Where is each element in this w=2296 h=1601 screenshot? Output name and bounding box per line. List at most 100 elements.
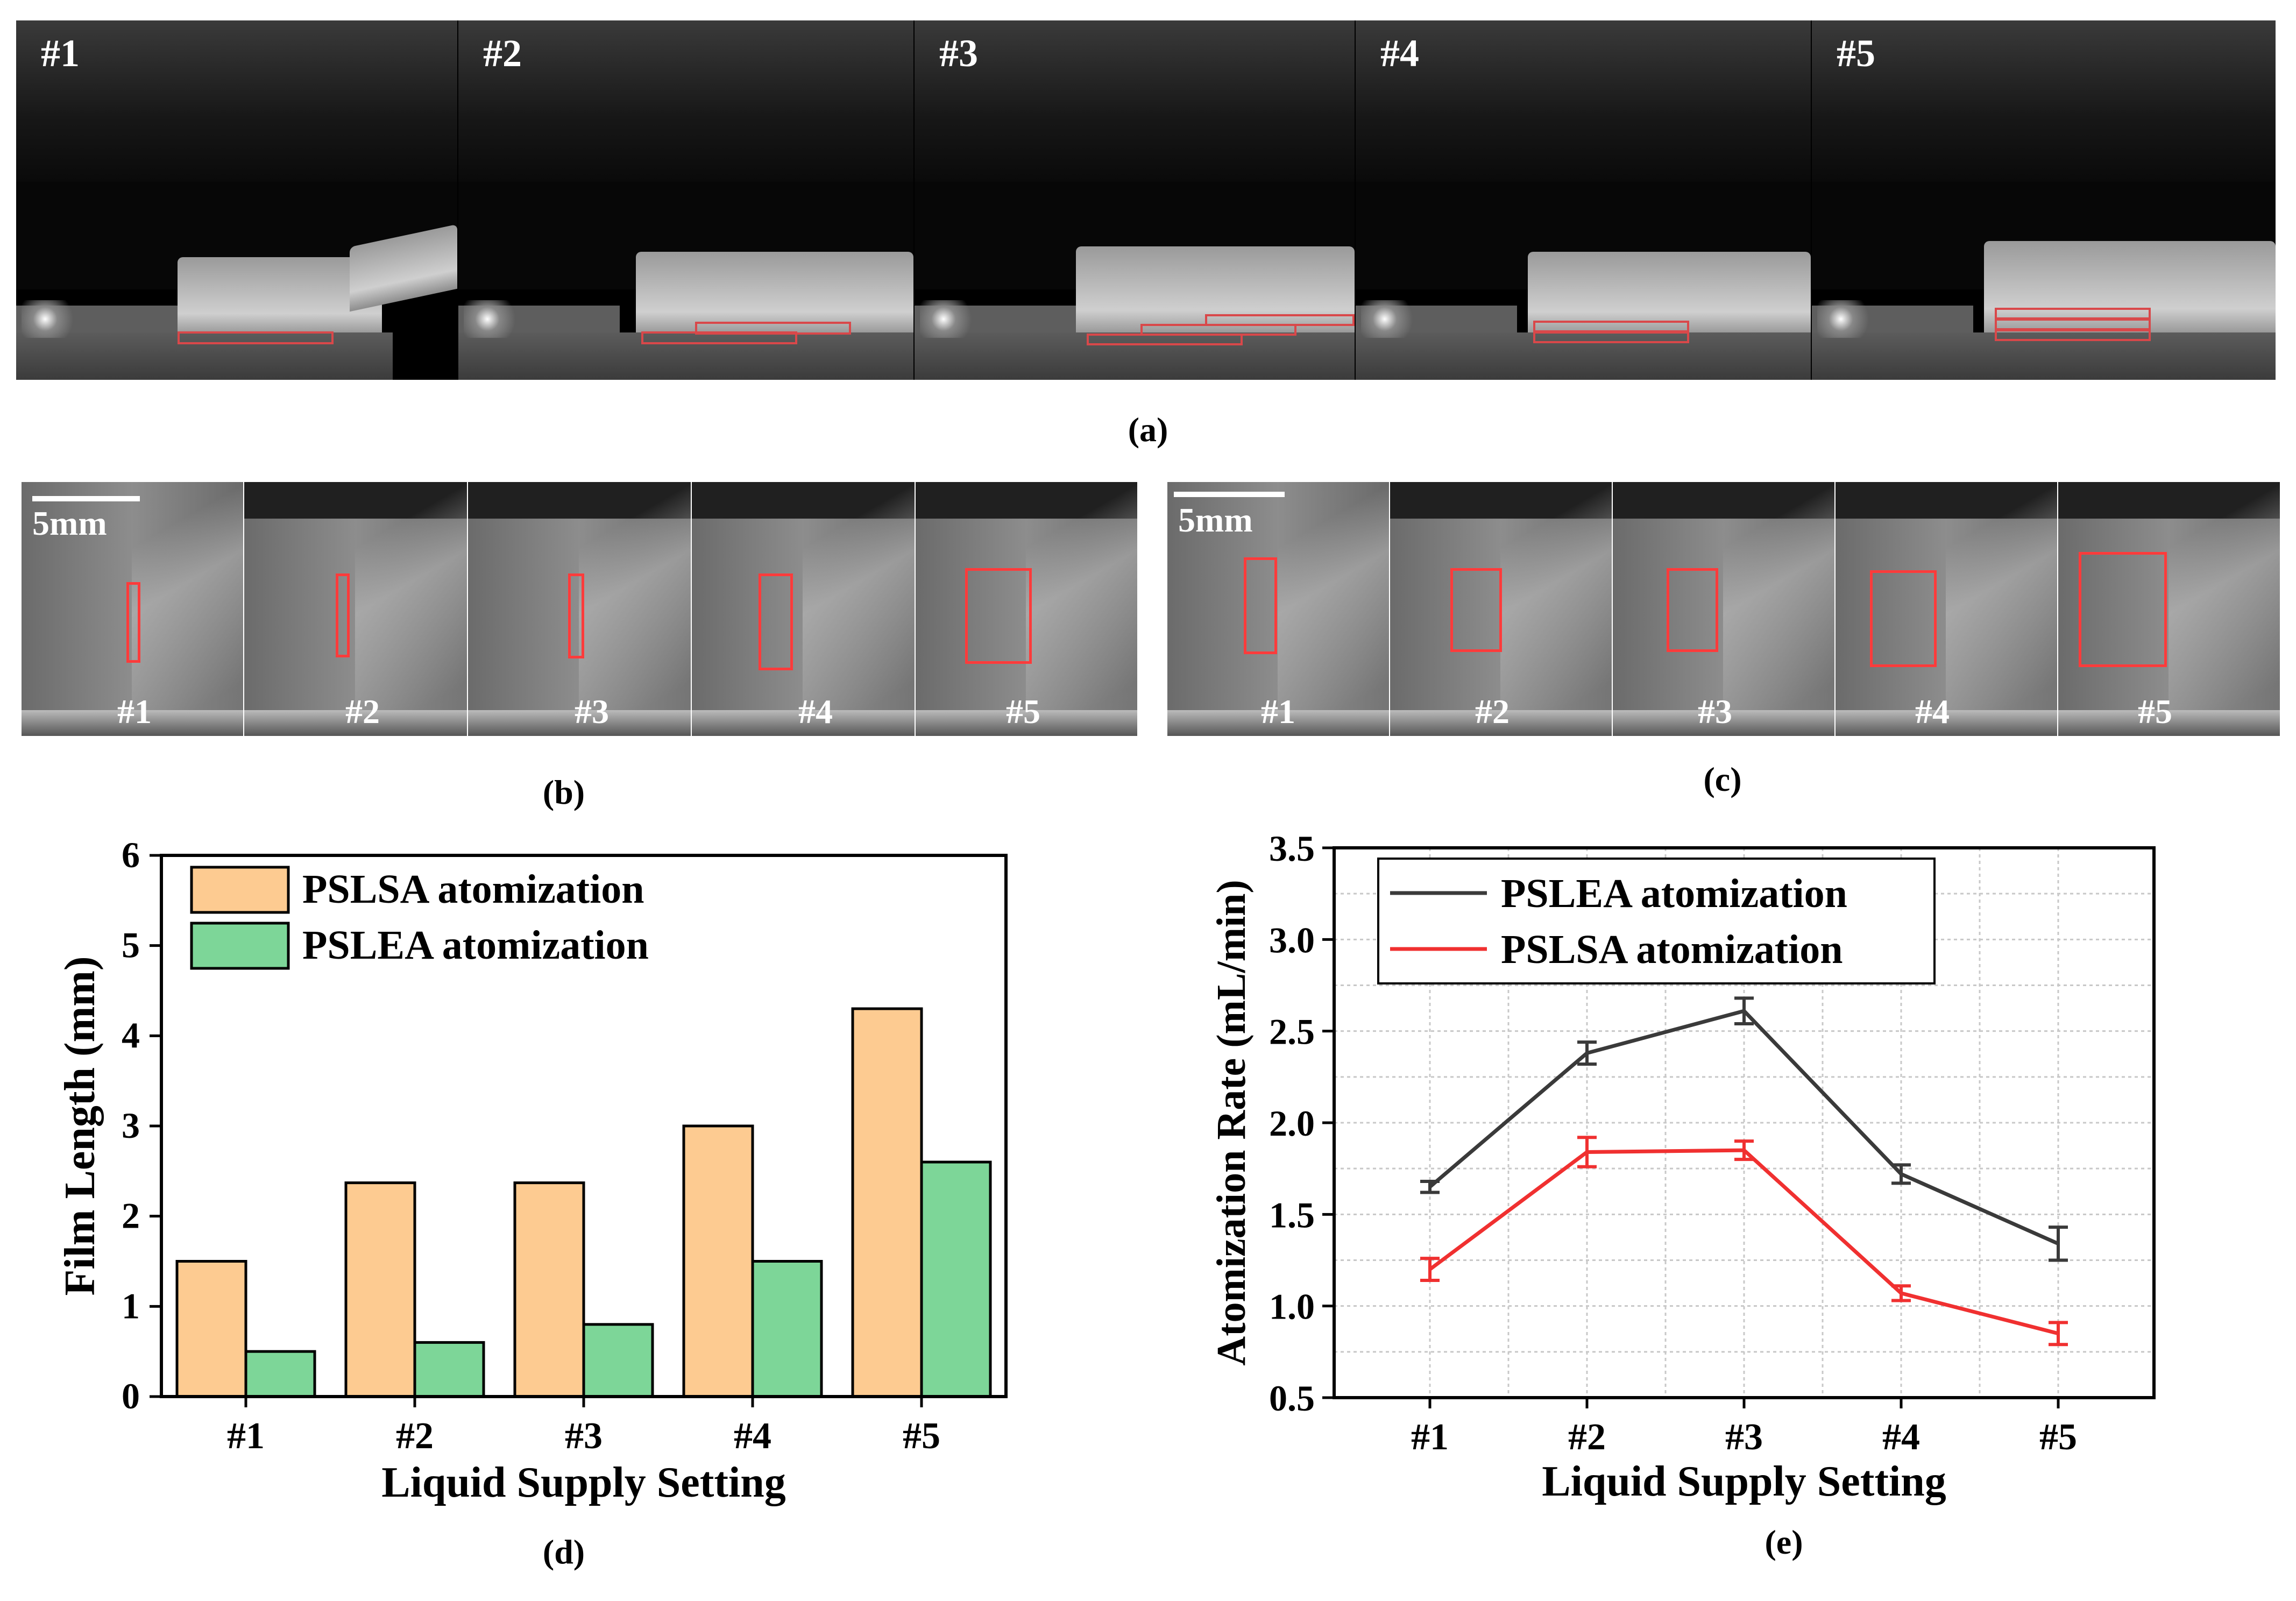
panel-d-caption: (d) [542, 1533, 585, 1571]
panel-a-frame-label: #4 [1380, 32, 1419, 75]
panel-b-frame-1: #1 [22, 482, 243, 736]
error-bar-pslea-2 [1577, 1040, 1597, 1066]
scale-bar [32, 496, 140, 501]
y-tick-label: 3.0 [1269, 919, 1315, 960]
y-tick-label: 5 [122, 925, 140, 966]
panel-c-frame-2: #2 [1390, 482, 1612, 736]
panel-b-image-strip: #1 #2 #3 #4 #5 5mm [22, 482, 1137, 736]
legend-label: PSLSA atomization [1501, 927, 1843, 972]
panel-b-frame-label: #2 [345, 692, 380, 731]
y-tick-label: 2.0 [1269, 1103, 1315, 1144]
error-bar-pslsa-4 [1891, 1284, 1911, 1302]
panel-c-frame-3: #3 [1613, 482, 1834, 736]
panel-a-caption: (a) [1128, 410, 1168, 449]
film-region-box [759, 573, 793, 670]
film-region-box [1450, 568, 1502, 652]
y-tick-label: 4 [122, 1015, 140, 1055]
legend-label: PSLEA atomization [302, 923, 649, 968]
legend-box [1377, 858, 1936, 984]
bar-pslsa-2 [344, 1181, 416, 1398]
film-region-box [965, 568, 1032, 664]
bar-pslea-2 [413, 1341, 485, 1398]
error-bar-pslea-5 [2049, 1225, 2068, 1262]
panel-b-frame-4: #4 [692, 482, 915, 736]
x-tick-label: #2 [396, 1415, 434, 1457]
film-region-box [2079, 552, 2167, 667]
panel-c-caption: (c) [1703, 760, 1742, 798]
panel-e-line-chart: 0.5 1.0 1.5 2.0 2.5 3.0 3.5 #1 #2 #3 #4 #5 Liquid Su… [1209, 828, 2156, 1505]
error-bar-pslsa-2 [1577, 1136, 1597, 1168]
x-axis-label: Liquid Supply Setting [1542, 1458, 1946, 1505]
panel-b-frame-5: #5 [916, 482, 1137, 736]
film-region-box [1995, 318, 2151, 330]
y-axis-label: Atomization Rate (mL/min) [1209, 880, 1254, 1365]
panel-e-caption: (e) [1764, 1523, 1803, 1561]
x-tick-label: #4 [734, 1415, 771, 1457]
panel-a-image-strip: #1 #2 #3 #4 [16, 20, 2276, 380]
error-bar-pslsa-3 [1734, 1139, 1754, 1161]
y-tick-label: 3.5 [1269, 828, 1315, 869]
film-region-box [1205, 314, 1355, 326]
scale-bar [1174, 492, 1285, 497]
error-bar-pslsa-1 [1420, 1257, 1440, 1282]
panel-b-frame-label: #1 [117, 692, 152, 731]
error-bar-pslea-1 [1420, 1180, 1440, 1194]
x-tick-label: #2 [1568, 1416, 1606, 1458]
y-axis-label: Film Length (mm) [56, 956, 104, 1295]
bar-pslea-4 [751, 1260, 823, 1398]
x-tick-label: #3 [1725, 1416, 1763, 1458]
panel-c-frame-5: #5 [2058, 482, 2280, 736]
x-tick-label: #4 [1882, 1416, 1920, 1458]
film-region-box [1870, 570, 1937, 667]
film-region-box [126, 582, 140, 663]
bar-pslsa-3 [513, 1181, 585, 1398]
x-axis-label: Liquid Supply Setting [381, 1459, 785, 1506]
panel-a-frame-1: #1 [16, 20, 457, 380]
bar-pslsa-1 [175, 1260, 247, 1398]
y-tick-label: 2 [122, 1195, 140, 1236]
panel-c-frame-1: #1 [1167, 482, 1389, 736]
panel-a-frame-label: #3 [939, 32, 978, 75]
panel-c-frame-label: #2 [1475, 692, 1510, 731]
y-tick-label: 1.5 [1269, 1194, 1315, 1235]
x-tick-label: #5 [903, 1415, 940, 1457]
panel-b-frame-label: #3 [575, 692, 609, 731]
film-region-box [1244, 557, 1277, 654]
y-tick-label: 1 [122, 1285, 140, 1326]
panel-c-frame-label: #1 [1261, 692, 1295, 731]
x-tick-label: #1 [227, 1415, 265, 1457]
bar-pslsa-4 [682, 1124, 754, 1398]
film-region-box [568, 573, 584, 658]
y-tick-label: 1.0 [1269, 1286, 1315, 1327]
scale-bar-label: 5mm [1178, 501, 1253, 539]
x-tick-label: #3 [565, 1415, 603, 1457]
scale-bar-label: 5mm [32, 504, 107, 542]
panel-c-image-strip: #1 #2 #3 #4 #5 5mm [1167, 482, 2280, 736]
panel-a-frame-label: #5 [1837, 32, 1875, 75]
y-tick-label: 0 [122, 1376, 140, 1416]
error-bar-pslsa-5 [2049, 1321, 2068, 1347]
film-region-box [1995, 308, 2151, 320]
bar-pslsa-5 [851, 1007, 923, 1398]
error-bar-pslea-4 [1891, 1163, 1911, 1185]
y-tick-label: 2.5 [1269, 1011, 1315, 1052]
film-region-box [336, 573, 350, 657]
panel-b-frame-2: #2 [244, 482, 467, 736]
panel-a-frame-label: #1 [41, 32, 80, 75]
panel-b-frame-3: #3 [468, 482, 691, 736]
film-region-box [178, 331, 334, 344]
panel-a-frame-5: #5 [1812, 20, 2276, 380]
panel-b-caption: (b) [542, 773, 585, 811]
panel-b-frame-label: #4 [798, 692, 833, 731]
panel-a-frame-3: #3 [915, 20, 1355, 380]
panel-c-frame-label: #5 [2138, 692, 2172, 731]
bar-pslea-1 [244, 1350, 316, 1398]
panel-a-frame-label: #2 [483, 32, 522, 75]
bar-pslea-3 [582, 1323, 654, 1398]
panel-c-frame-4: #4 [1836, 482, 2057, 736]
legend-swatch [190, 866, 290, 914]
film-region-box [1667, 568, 1718, 652]
panel-c-frame-label: #3 [1698, 692, 1732, 731]
error-bar-pslea-3 [1734, 996, 1754, 1026]
panel-d-bar-chart: 0 1 2 3 4 5 6 #1 #2 #3 #4 #5 Liquid Supply Setting Fi… [56, 834, 1008, 1506]
